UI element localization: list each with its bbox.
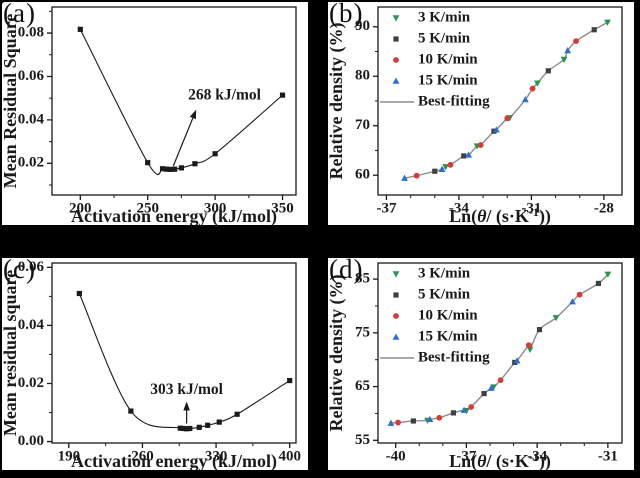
svg-text:400: 400	[278, 449, 301, 465]
svg-text:260: 260	[131, 449, 154, 465]
svg-text:75: 75	[355, 324, 370, 340]
svg-text:5 K/min: 5 K/min	[418, 286, 471, 302]
chart-a-mean-residual-square: 200 250 300 350 0.02 0.04 0.06 0.08 Activation e…	[2, 6, 297, 225]
svg-text:0.06: 0.06	[18, 68, 45, 84]
svg-text:Mean residual square: Mean residual square	[2, 270, 20, 436]
panel-label-d: (d)	[329, 254, 364, 284]
svg-text:0.06: 0.06	[18, 259, 45, 275]
panel-a: (a) 200 250 300 350 0.02 0.04 0.06 0.08 Activati…	[2, 0, 308, 225]
svg-text:Ln(θ/ (s·K-1)): Ln(θ/ (s·K-1))	[449, 450, 551, 470]
svg-text:0.04: 0.04	[18, 317, 45, 333]
svg-text:350: 350	[271, 201, 294, 217]
chart-d-relative-density: -40 -37 -34 -31 55 65 75 85 Ln(θ/ (s·K-1)) Relati…	[328, 262, 623, 470]
svg-text:15 K/min: 15 K/min	[418, 328, 478, 344]
svg-text:70: 70	[355, 117, 370, 133]
svg-text:Best-fitting: Best-fitting	[418, 93, 490, 109]
svg-text:85: 85	[355, 271, 370, 287]
svg-text:-31: -31	[521, 201, 541, 217]
svg-text:0.08: 0.08	[18, 24, 44, 40]
svg-text:190: 190	[58, 449, 81, 465]
panel-label-a: (a)	[3, 0, 36, 28]
svg-text:330: 330	[205, 449, 228, 465]
svg-text:Best-fitting: Best-fitting	[418, 349, 490, 365]
svg-text:-31: -31	[598, 449, 618, 465]
svg-text:65: 65	[355, 378, 370, 394]
svg-text:300: 300	[204, 201, 227, 217]
svg-text:0.00: 0.00	[18, 433, 44, 449]
svg-text:268 kJ/mol: 268 kJ/mol	[188, 86, 261, 103]
svg-text:-28: -28	[594, 201, 614, 217]
svg-text:10 K/min: 10 K/min	[418, 307, 478, 323]
svg-text:0.02: 0.02	[18, 155, 44, 171]
panel-b: (b) -37 -34 -31 -28 60 70 80 90 Ln(θ/ (s·K-1)) Re…	[328, 0, 634, 225]
chart-c-mean-residual-square: 190 260 330 400 0.00 0.02 0.04 0.06 Activation e…	[2, 259, 301, 470]
svg-text:15 K/min: 15 K/min	[418, 72, 478, 88]
svg-text:Relative density (%): Relative density (%)	[328, 23, 347, 180]
svg-text:Mean Residual Square: Mean Residual Square	[2, 14, 20, 189]
svg-text:-34: -34	[449, 201, 469, 217]
svg-text:-40: -40	[386, 449, 406, 465]
panel-label-b: (b)	[329, 0, 364, 28]
svg-text:10 K/min: 10 K/min	[418, 51, 478, 67]
panel-c: (c) 190 260 330 400 0.00 0.02 0.04 0.06 Activati…	[2, 254, 308, 470]
svg-text:303 kJ/mol: 303 kJ/mol	[150, 381, 223, 398]
svg-text:60: 60	[355, 167, 370, 183]
svg-text:200: 200	[69, 201, 92, 217]
svg-text:3 K/min: 3 K/min	[418, 265, 471, 281]
svg-text:Activation energy (kJ/mol): Activation energy (kJ/mol)	[71, 206, 277, 225]
svg-text:0.02: 0.02	[18, 375, 44, 391]
panel-label-c: (c)	[3, 254, 36, 284]
svg-text:-34: -34	[527, 449, 547, 465]
svg-text:0.04: 0.04	[18, 111, 45, 127]
svg-text:Relative density (%): Relative density (%)	[328, 275, 347, 432]
svg-text:3 K/min: 3 K/min	[418, 9, 471, 25]
panel-d: (d) -40 -37 -34 -31 55 65 75 85 Ln(θ/ (s·K-1)) Re…	[328, 254, 634, 470]
svg-text:90: 90	[355, 18, 370, 34]
svg-text:Activation energy (kJ/mol): Activation energy (kJ/mol)	[71, 451, 277, 470]
svg-text:-37: -37	[456, 449, 476, 465]
svg-text:80: 80	[355, 68, 370, 84]
svg-text:55: 55	[355, 432, 370, 448]
svg-text:5 K/min: 5 K/min	[418, 30, 471, 46]
svg-text:250: 250	[136, 201, 159, 217]
svg-text:Ln(θ/ (s·K-1)): Ln(θ/ (s·K-1))	[449, 205, 551, 225]
svg-text:-37: -37	[376, 201, 396, 217]
chart-b-relative-density: -37 -34 -31 -28 60 70 80 90 Ln(θ/ (s·K-1)) Relati…	[328, 6, 623, 225]
